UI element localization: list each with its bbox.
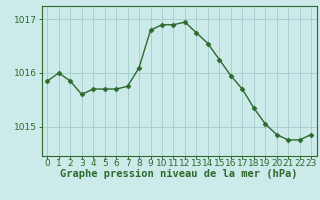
- X-axis label: Graphe pression niveau de la mer (hPa): Graphe pression niveau de la mer (hPa): [60, 169, 298, 179]
